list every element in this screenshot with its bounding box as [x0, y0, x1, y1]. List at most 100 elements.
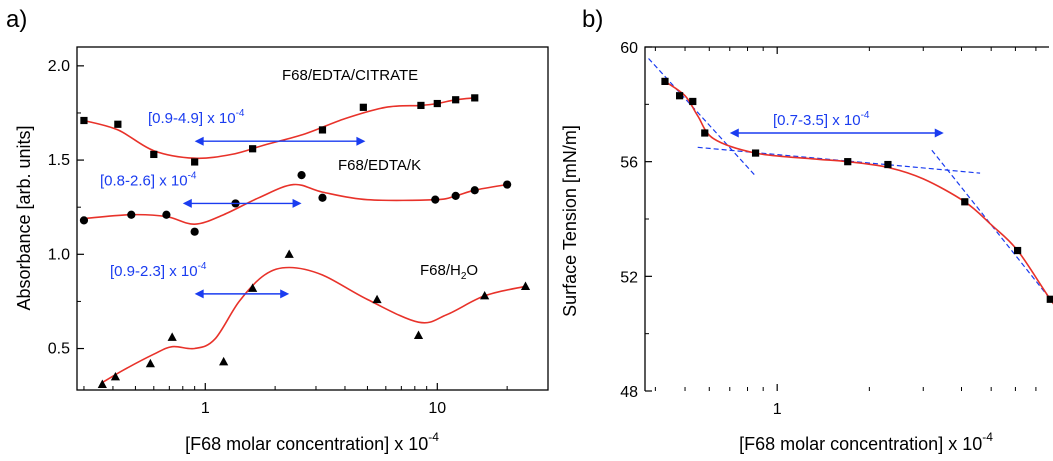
series-0-range-label-text: [0.9-4.9] x 10: [148, 110, 236, 127]
series-0-range-arrow-head-right: [356, 136, 366, 146]
series-1-point: [162, 210, 171, 219]
series-1-point: [318, 193, 327, 202]
series-0-point: [359, 103, 367, 111]
surface-tension-point: [844, 158, 852, 166]
series-2-name: F68/H2O: [420, 262, 478, 282]
series-1-point: [127, 210, 136, 219]
panel-b: b) Surface Tension [mN/m] [F68 molar con…: [560, 6, 1053, 454]
series-0-point: [452, 96, 460, 104]
series-2-range-label-exp: -4: [198, 261, 207, 272]
panel-b-xlabel-exp: -4: [982, 430, 993, 444]
series-2-point: [110, 372, 121, 381]
series-0: F68/EDTA/CITRATE: [80, 67, 479, 166]
series-1-range-label-text: [0.8-2.6] x 10: [100, 172, 188, 189]
series-2: F68/H2O: [97, 249, 531, 388]
panel-b-y-tick-label: 60: [620, 40, 638, 57]
series-0-name-text: F68/EDTA/CITRATE: [282, 67, 418, 84]
surface-tension-point: [1014, 246, 1022, 255]
series-0-point: [318, 126, 327, 134]
panel-a-label: a): [6, 6, 27, 33]
series-0-point: [191, 158, 199, 166]
series-0-fit-curve: [83, 97, 475, 160]
cmc-range-arrow-head-left: [729, 128, 739, 138]
cmc-range-label-exp: -4: [861, 110, 870, 121]
series-1-range-label-exp: -4: [188, 170, 197, 181]
panel-b-ylabel: Surface Tension [mN/m]: [560, 125, 580, 317]
series-2-name-tail: O: [466, 262, 478, 279]
series-2-point: [248, 283, 258, 292]
series-1-name-text: F68/EDTA/K: [338, 157, 421, 174]
cmc-range-arrow-head-right: [934, 128, 944, 138]
series-1-point: [297, 171, 306, 180]
panel-b-x-tick-label: 1: [773, 401, 782, 418]
series-1-point: [470, 186, 479, 195]
series-0-range-arrow: [194, 136, 366, 146]
series-1-range-arrow-head-right: [292, 198, 302, 208]
surface-tension-point: [701, 129, 709, 137]
series-0-point: [433, 99, 441, 108]
panel-a-y-tick-label: 2.0: [48, 58, 70, 75]
tangent-line-1: [697, 146, 981, 174]
panel-a-xlabel-main: [F68 molar concentration] x 10: [185, 434, 428, 454]
series-1-point: [79, 216, 89, 225]
tangent-line-2: [931, 149, 1053, 304]
series-1-point: [503, 180, 512, 189]
series-1-range-arrow-head-left: [182, 198, 192, 208]
panel-a-y-tick-label: 1.0: [48, 246, 70, 263]
panel-b-y-tick-label: 56: [620, 155, 638, 172]
series-2-point: [480, 290, 490, 300]
series-1-point: [190, 227, 199, 236]
cmc-range-label-text: [0.7-3.5] x 10: [773, 112, 861, 129]
panel-a-x-tick-label: 1: [201, 400, 210, 417]
series-2-name-sub: 2: [461, 271, 467, 282]
surface-tension-point: [661, 77, 669, 85]
panel-a-y-tick-label: 1.5: [48, 152, 70, 169]
series-1: F68/EDTA/K: [79, 157, 512, 236]
series-2-point: [413, 330, 424, 339]
series-0-point: [150, 150, 158, 159]
cmc-range-arrow: [729, 128, 944, 138]
panel-b-plot-frame: [644, 46, 1049, 391]
series-0-point: [114, 120, 122, 128]
surface-tension-point: [676, 92, 684, 100]
series-0-point: [80, 116, 88, 125]
panel-b-xlabel-main: [F68 molar concentration] x 10: [739, 434, 982, 454]
tangent-line-0: [648, 58, 757, 177]
panel-b-xlabel: [F68 molar concentration] x 10-4: [739, 430, 993, 454]
series-2-range-label-text: [0.9-2.3] x 10: [110, 263, 198, 280]
series-2-range-arrow: [194, 289, 290, 299]
series-2-range-label: [0.9-2.3] x 10-4: [110, 261, 207, 280]
series-0-point: [417, 101, 425, 110]
panel-b-y-tick-label: 52: [620, 269, 638, 286]
series-0-range-arrow-head-left: [194, 136, 204, 146]
series-2-point: [372, 294, 382, 304]
surface-tension-point: [751, 149, 760, 157]
panel-a-xlabel: [F68 molar concentration] x 10-4: [185, 430, 439, 454]
series-1-name: F68/EDTA/K: [338, 157, 421, 174]
series-0-range-label-exp: -4: [236, 108, 245, 119]
surface-tension-point: [1046, 295, 1053, 303]
series-1-range-arrow: [182, 198, 302, 208]
series-0-point: [249, 145, 257, 153]
series-2-point: [219, 356, 229, 366]
series-2-point: [97, 379, 107, 388]
series-2-range-arrow-head-left: [194, 289, 204, 299]
series-0-name: F68/EDTA/CITRATE: [282, 67, 418, 84]
surface-tension-point: [961, 198, 969, 206]
panel-a-xlabel-exp: -4: [428, 430, 439, 444]
panel-b-y-tick-label: 48: [620, 384, 638, 401]
panel-a: a) Absorbance [arb. units] [F68 molar co…: [6, 6, 549, 454]
series-0-range-label: [0.9-4.9] x 10-4: [148, 108, 245, 127]
cmc-range-label: [0.7-3.5] x 10-4: [773, 110, 870, 129]
series-1-range-label: [0.8-2.6] x 10-4: [100, 170, 197, 189]
panel-a-plot-frame: [76, 46, 549, 391]
panel-a-y-tick-label: 0.5: [48, 341, 70, 358]
surface-tension-point: [884, 160, 892, 169]
panel-a-ylabel: Absorbance [arb. units]: [14, 125, 34, 310]
series-1-point: [431, 195, 440, 204]
series-2-fit-curve: [101, 266, 526, 384]
series-2-name-text: F68/H: [420, 262, 461, 279]
series-2-point: [167, 332, 177, 341]
panel-a-x-tick-label: 10: [428, 400, 446, 417]
